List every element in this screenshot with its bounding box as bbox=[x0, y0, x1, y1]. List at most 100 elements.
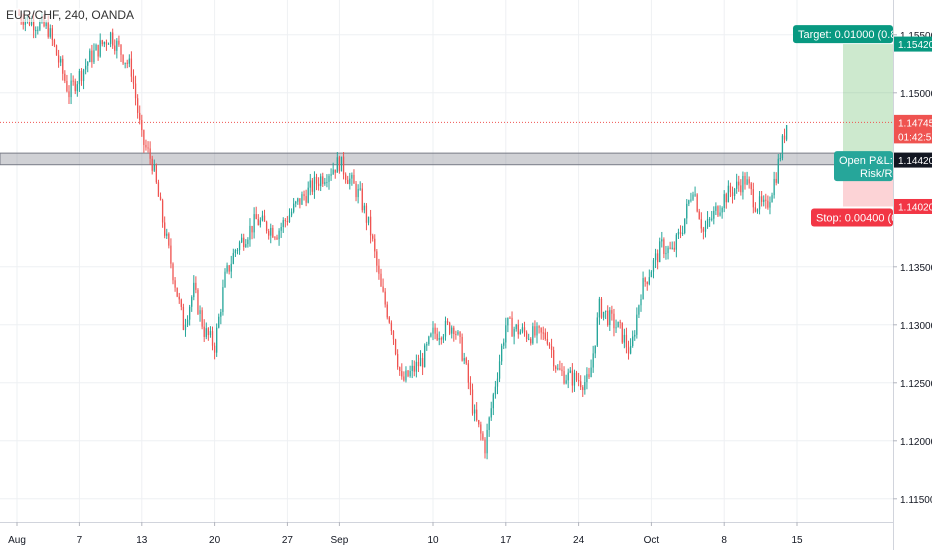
candle-body bbox=[681, 232, 684, 235]
candle-body bbox=[532, 326, 534, 344]
entry-label[interactable]: Open P&L: (Risk/Re bbox=[834, 151, 900, 182]
candle-body bbox=[609, 310, 611, 326]
candle-body bbox=[259, 220, 262, 226]
candle-body bbox=[432, 327, 434, 334]
candle-body bbox=[571, 370, 574, 386]
price-axis[interactable]: 1.11500 1.12000 1.12500 1.13000 1.13500 1.150… bbox=[893, 0, 932, 550]
candle-body bbox=[216, 327, 218, 353]
candle-body bbox=[317, 183, 320, 186]
candle-body bbox=[711, 218, 713, 220]
candle-body bbox=[288, 215, 291, 223]
candle-body bbox=[195, 282, 197, 290]
candle-body bbox=[667, 247, 669, 254]
candle-body bbox=[752, 189, 754, 208]
candle-body bbox=[193, 282, 195, 298]
candle-body bbox=[451, 327, 453, 334]
candles bbox=[18, 9, 788, 460]
candle-body bbox=[151, 158, 153, 171]
candle-body bbox=[725, 194, 727, 203]
candle-body bbox=[338, 157, 341, 172]
candle-body bbox=[733, 188, 736, 196]
time-tick-label: Aug bbox=[8, 535, 26, 546]
stop-price-badge-text: 1.14020 bbox=[898, 202, 932, 213]
candle-body bbox=[409, 370, 411, 377]
candle-body bbox=[355, 183, 357, 198]
current-price-badge: 1.14745 bbox=[894, 114, 932, 130]
candle-body bbox=[494, 386, 497, 395]
candle-body bbox=[93, 50, 95, 63]
candle-body bbox=[276, 237, 278, 240]
price-axis-bg bbox=[893, 0, 932, 550]
time-axis-bg bbox=[0, 522, 893, 550]
time-tick-label: 17 bbox=[500, 535, 512, 546]
candle-body bbox=[213, 345, 216, 353]
candle-body bbox=[234, 250, 237, 254]
candle-body bbox=[72, 80, 74, 82]
candle-body bbox=[754, 207, 757, 212]
candle-body bbox=[265, 221, 268, 231]
candle-body bbox=[112, 32, 114, 46]
candle-body bbox=[538, 326, 540, 328]
candle-body bbox=[415, 361, 418, 372]
candle-body bbox=[588, 374, 590, 378]
candle-body bbox=[509, 317, 511, 319]
stop-label[interactable]: Stop: 0.00400 (0 bbox=[811, 208, 897, 227]
candle-body bbox=[68, 91, 70, 98]
target-zone[interactable] bbox=[843, 44, 893, 161]
candle-body bbox=[124, 62, 126, 64]
time-tick-label: 15 bbox=[791, 535, 803, 546]
candle-body bbox=[263, 215, 266, 222]
candle-body bbox=[315, 176, 318, 184]
candle-body bbox=[297, 198, 299, 202]
candle-body bbox=[763, 199, 765, 202]
time-tick-label: 13 bbox=[136, 535, 148, 546]
candle-body bbox=[619, 321, 621, 323]
resistance-zone[interactable] bbox=[0, 152, 894, 166]
candle-body bbox=[280, 226, 282, 231]
candle-body bbox=[24, 19, 26, 25]
candle-body bbox=[756, 209, 759, 212]
entry-label-line2: Risk/Re bbox=[860, 168, 899, 180]
candle-body bbox=[611, 310, 613, 314]
candle-body bbox=[679, 231, 682, 235]
target-label[interactable]: Target: 0.01000 (0.8 bbox=[793, 25, 896, 44]
candle-body bbox=[640, 299, 642, 306]
candle-body bbox=[347, 179, 349, 184]
candle-body bbox=[708, 218, 711, 220]
candle-body bbox=[57, 55, 60, 63]
time-tick-label: 10 bbox=[427, 535, 439, 546]
candle-body bbox=[750, 183, 752, 190]
target-price-badge-text: 1.15420 bbox=[898, 40, 932, 51]
candle-body bbox=[203, 326, 205, 337]
candle-body bbox=[621, 322, 623, 343]
candle-body bbox=[500, 345, 503, 362]
candle-body bbox=[55, 45, 58, 56]
candle-body bbox=[486, 429, 488, 454]
candle-body bbox=[663, 239, 665, 254]
candle-body bbox=[426, 344, 428, 346]
candle-body bbox=[349, 178, 351, 184]
candle-body bbox=[694, 194, 696, 196]
candle-body bbox=[673, 247, 675, 250]
candle-body bbox=[442, 336, 445, 340]
candle-body bbox=[295, 201, 297, 204]
candle-body bbox=[224, 271, 226, 288]
candle-body bbox=[648, 277, 650, 285]
candle-body bbox=[109, 32, 112, 44]
candle-body bbox=[372, 235, 374, 239]
candle-body bbox=[232, 253, 234, 264]
candle-body bbox=[440, 338, 442, 340]
candle-body bbox=[557, 368, 559, 370]
candle-body bbox=[209, 331, 212, 336]
candle-body bbox=[465, 358, 467, 364]
candle-body bbox=[505, 325, 507, 343]
candle-body bbox=[255, 214, 257, 220]
candle-body bbox=[731, 192, 734, 196]
time-axis[interactable]: Aug 7 13 20 27 Sep 10 17 24 Oct 8 15 bbox=[0, 522, 893, 550]
candle-body bbox=[405, 370, 407, 381]
candle-body bbox=[746, 179, 748, 185]
candle-body bbox=[767, 200, 769, 208]
candle-body bbox=[546, 338, 549, 344]
candle-body bbox=[480, 424, 482, 434]
